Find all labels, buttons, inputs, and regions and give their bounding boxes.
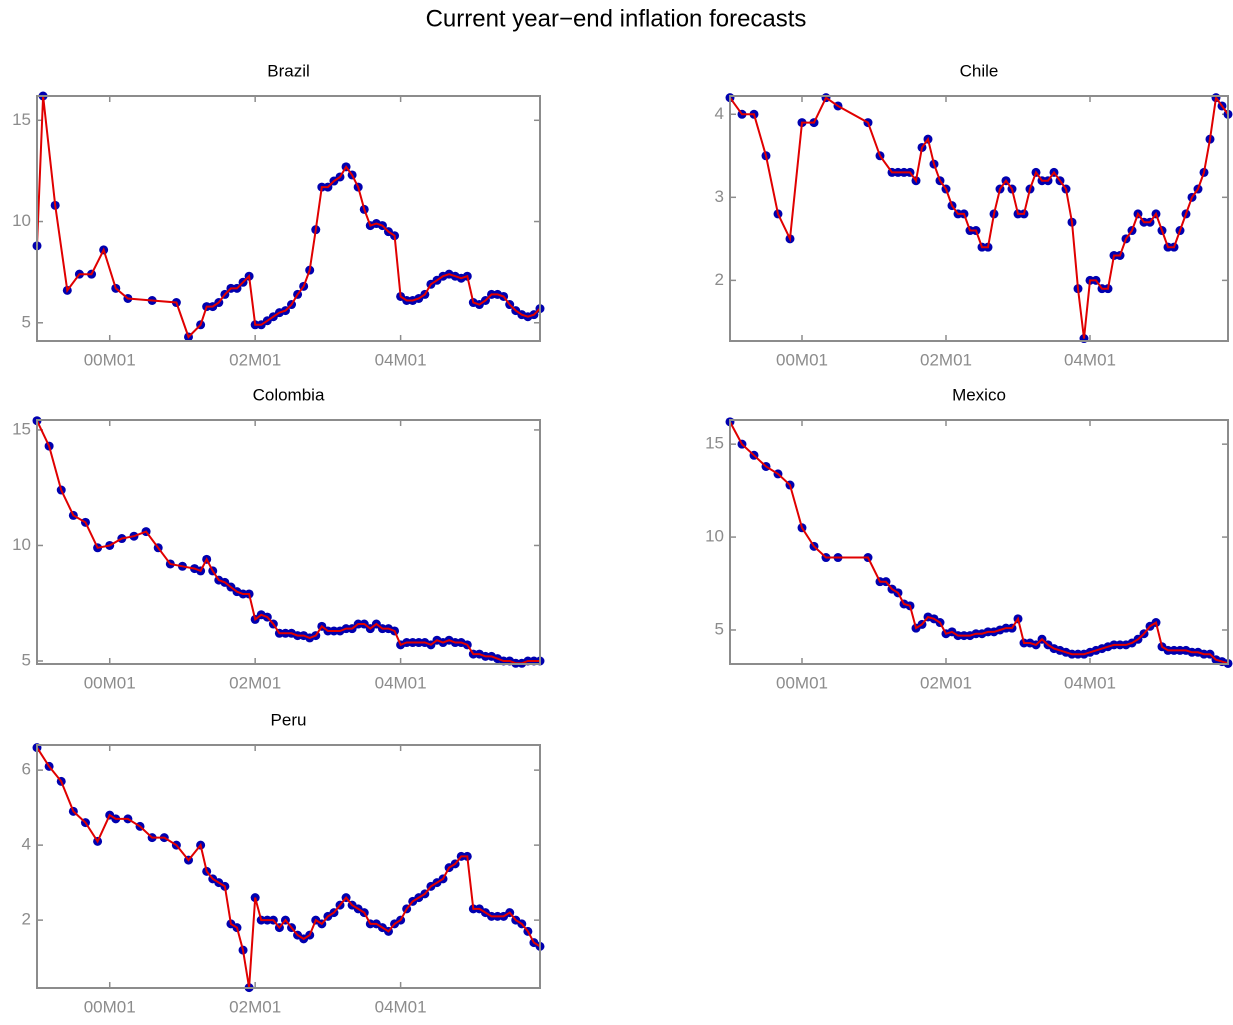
x-tick-label: 04M01 (375, 673, 427, 692)
x-tick-label: 04M01 (375, 350, 427, 369)
x-tick-label: 02M01 (920, 673, 972, 692)
x-tick-label: 02M01 (229, 350, 281, 369)
y-tick-label: 4 (22, 835, 31, 854)
subplot-title: Colombia (253, 385, 325, 404)
x-tick-label: 04M01 (1064, 350, 1116, 369)
y-tick-label: 4 (715, 104, 724, 123)
y-tick-label: 2 (22, 910, 31, 929)
line (36, 420, 540, 665)
x-tick-label: 00M01 (84, 350, 136, 369)
x-tick-label: 04M01 (375, 997, 427, 1016)
axes-frame (729, 419, 1229, 665)
line (36, 747, 541, 988)
axes-frame (36, 419, 541, 665)
y-tick-label: 5 (22, 312, 31, 331)
y-tick-label: 10 (12, 535, 31, 554)
x-tick-label: 00M01 (84, 997, 136, 1016)
line (729, 421, 1229, 665)
subplot-title: Brazil (267, 61, 310, 80)
y-tick-label: 3 (715, 187, 724, 206)
axes-frame (36, 744, 541, 989)
y-tick-label: 5 (715, 619, 724, 638)
y-tick-label: 5 (22, 650, 31, 669)
y-tick-label: 15 (705, 434, 724, 453)
subplot-title: Mexico (952, 385, 1006, 404)
y-tick-label: 15 (12, 419, 31, 438)
x-tick-label: 02M01 (229, 673, 281, 692)
y-tick-label: 2 (715, 270, 724, 289)
y-tick-label: 6 (22, 760, 31, 779)
line (36, 95, 541, 339)
subplot-title: Chile (960, 61, 999, 80)
y-tick-label: 10 (705, 527, 724, 546)
x-tick-label: 02M01 (229, 997, 281, 1016)
x-tick-label: 02M01 (920, 350, 972, 369)
y-tick-label: 15 (12, 110, 31, 129)
line (729, 95, 1229, 339)
x-tick-label: 00M01 (776, 673, 828, 692)
x-tick-label: 00M01 (776, 350, 828, 369)
x-tick-label: 04M01 (1064, 673, 1116, 692)
figure-title: Current year−end inflation forecasts (426, 5, 807, 32)
axes-frame (729, 95, 1229, 342)
subplot-title: Peru (271, 710, 307, 729)
y-tick-label: 10 (12, 211, 31, 230)
x-tick-label: 00M01 (84, 673, 136, 692)
axes-frame (36, 95, 541, 342)
